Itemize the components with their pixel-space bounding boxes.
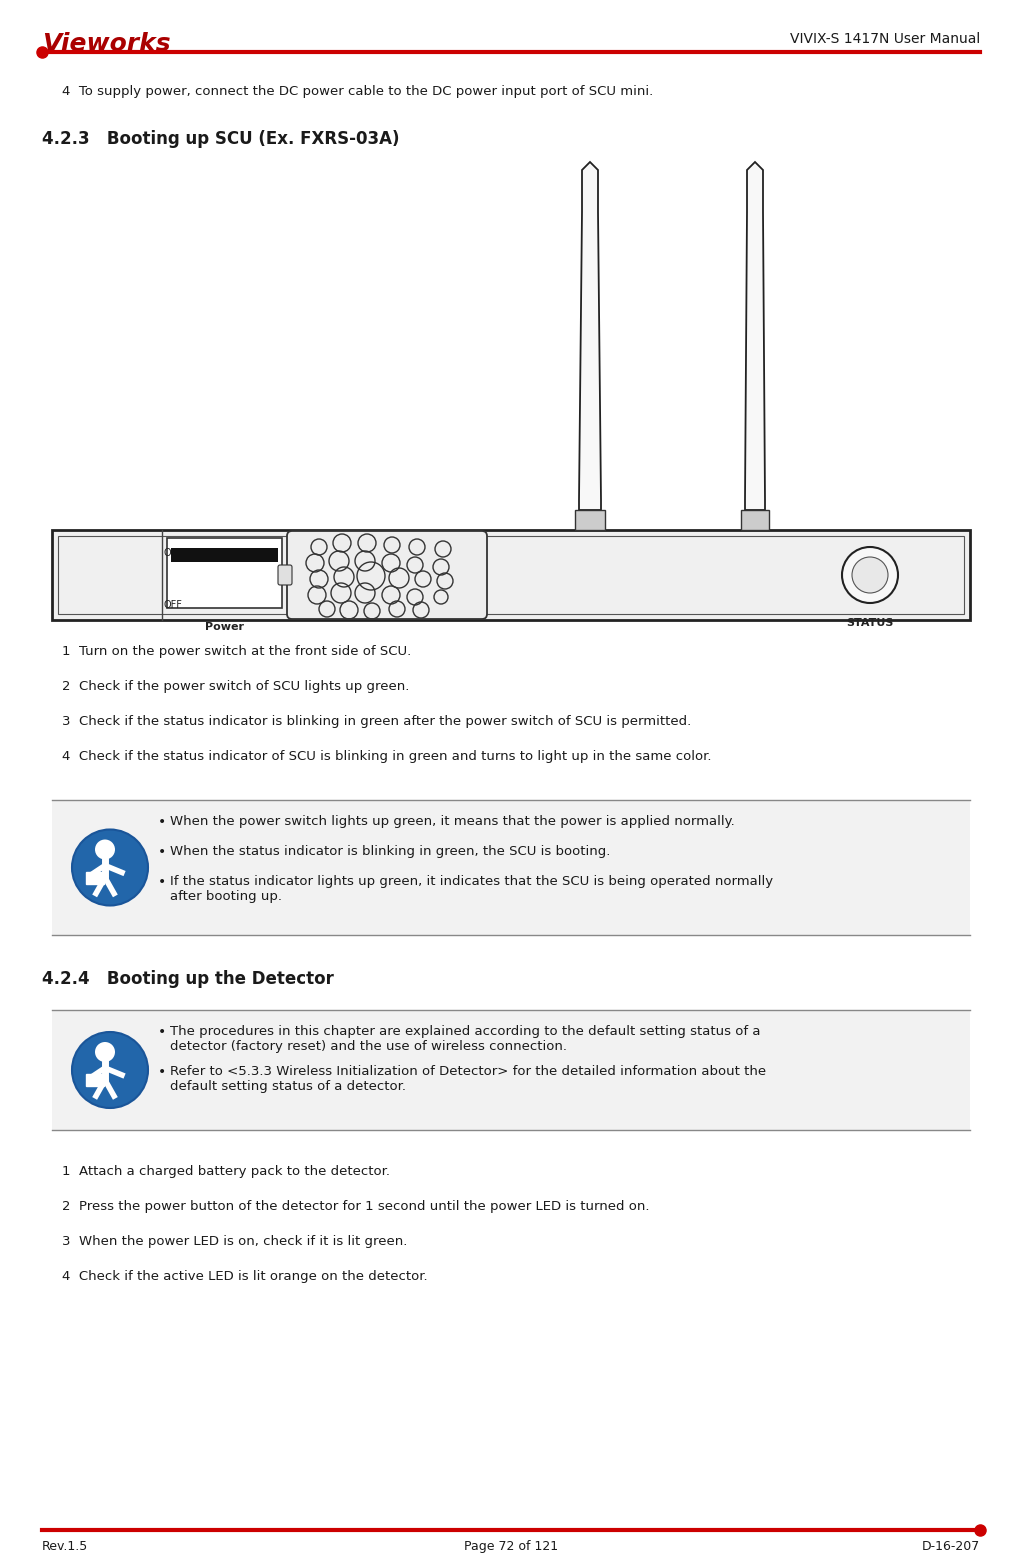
Text: 1  Turn on the power switch at the front side of SCU.: 1 Turn on the power switch at the front … [62, 646, 411, 658]
Text: 4.2.3   Booting up SCU (Ex. FXRS-03A): 4.2.3 Booting up SCU (Ex. FXRS-03A) [42, 130, 400, 147]
FancyBboxPatch shape [278, 566, 292, 584]
Text: When the status indicator is blinking in green, the SCU is booting.: When the status indicator is blinking in… [170, 845, 610, 859]
Circle shape [95, 840, 115, 860]
Text: Vieworks: Vieworks [42, 31, 171, 56]
Text: 4  Check if the active LED is lit orange on the detector.: 4 Check if the active LED is lit orange … [62, 1269, 427, 1283]
Text: Refer to <5.3.3 Wireless Initialization of Detector> for the detailed informatio: Refer to <5.3.3 Wireless Initialization … [170, 1066, 766, 1094]
Text: •: • [158, 1066, 167, 1080]
Text: 1  Attach a charged battery pack to the detector.: 1 Attach a charged battery pack to the d… [62, 1164, 390, 1178]
Text: When the power switch lights up green, it means that the power is applied normal: When the power switch lights up green, i… [170, 815, 735, 827]
Bar [52, 801, 970, 935]
Text: 4  To supply power, connect the DC power cable to the DC power input port of SCU: 4 To supply power, connect the DC power … [62, 85, 653, 99]
Text: Power: Power [205, 622, 244, 632]
Text: VIVIX-S 1417N User Manual: VIVIX-S 1417N User Manual [790, 31, 980, 45]
Circle shape [852, 556, 888, 592]
Text: •: • [158, 845, 167, 859]
Bar [171, 548, 278, 563]
FancyBboxPatch shape [167, 537, 282, 608]
Text: 3  When the power LED is on, check if it is lit green.: 3 When the power LED is on, check if it … [62, 1235, 408, 1247]
Text: 4  Check if the status indicator of SCU is blinking in green and turns to light : 4 Check if the status indicator of SCU i… [62, 751, 711, 763]
Text: 2  Press the power button of the detector for 1 second until the power LED is tu: 2 Press the power button of the detector… [62, 1200, 650, 1213]
Circle shape [842, 547, 898, 603]
Bar [52, 530, 970, 621]
PathPatch shape [745, 161, 765, 509]
Text: The procedures in this chapter are explained according to the default setting st: The procedures in this chapter are expla… [170, 1025, 760, 1053]
Text: 3  Check if the status indicator is blinking in green after the power switch of : 3 Check if the status indicator is blink… [62, 715, 691, 729]
Bar [86, 871, 104, 884]
Text: •: • [158, 1025, 167, 1039]
Text: Page 72 of 121: Page 72 of 121 [464, 1540, 558, 1553]
Circle shape [95, 1042, 115, 1062]
FancyBboxPatch shape [287, 531, 487, 619]
Text: If the status indicator lights up green, it indicates that the SCU is being oper: If the status indicator lights up green,… [170, 874, 773, 903]
Bar [58, 536, 964, 614]
Circle shape [72, 829, 148, 906]
Bar [52, 1011, 970, 1130]
Text: ON: ON [164, 548, 179, 558]
Text: •: • [158, 815, 167, 829]
Bar [86, 1073, 104, 1086]
Bar [575, 509, 605, 530]
Text: Rev.1.5: Rev.1.5 [42, 1540, 88, 1553]
Text: 2  Check if the power switch of SCU lights up green.: 2 Check if the power switch of SCU light… [62, 680, 410, 693]
Bar [741, 509, 769, 530]
Text: STATUS: STATUS [846, 617, 893, 628]
Text: 4.2.4   Booting up the Detector: 4.2.4 Booting up the Detector [42, 970, 334, 989]
Text: •: • [158, 874, 167, 888]
Circle shape [72, 1033, 148, 1108]
PathPatch shape [579, 161, 601, 509]
Text: OFF: OFF [164, 600, 183, 610]
Text: D-16-207: D-16-207 [922, 1540, 980, 1553]
